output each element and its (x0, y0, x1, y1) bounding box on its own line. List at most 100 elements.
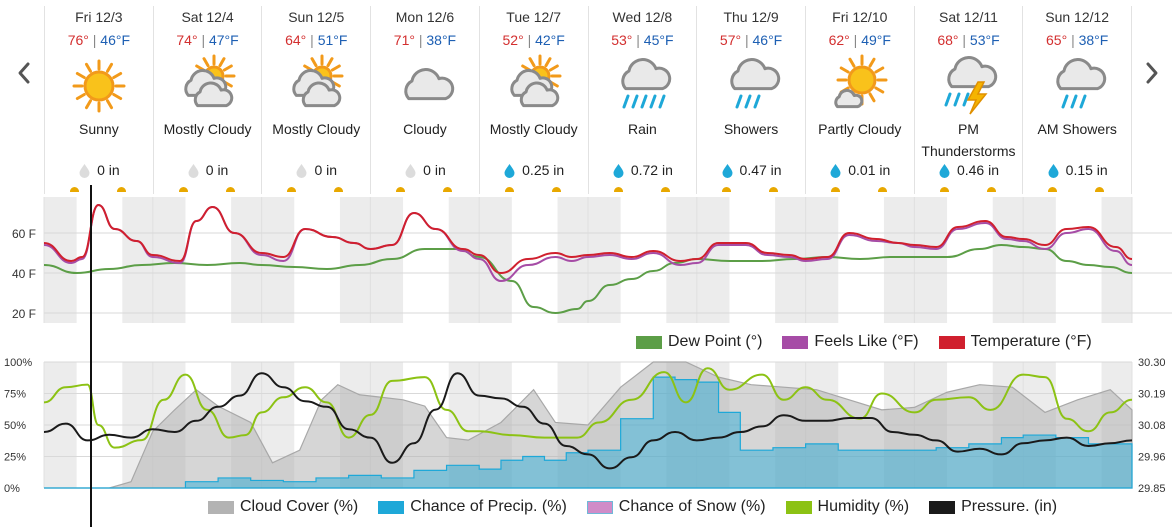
legend-cloud-cover[interactable]: Cloud Cover (%) (208, 498, 358, 516)
precip-value: 0.15 in (1065, 162, 1108, 178)
high-temp: 71° (393, 32, 415, 48)
day-temperatures: 57° | 46°F (697, 32, 805, 48)
low-temp: 38°F (1078, 32, 1109, 48)
day-temperatures: 52° | 42°F (480, 32, 588, 48)
day-temperatures: 62° | 49°F (806, 32, 914, 48)
precip-amount: 0.25 in (480, 162, 588, 178)
temp-separator: | (310, 32, 314, 48)
day-temperatures: 65° | 38°F (1023, 32, 1131, 48)
left-tick-label: 25% (4, 452, 26, 464)
temperature-legend: Dew Point (°) Feels Like (°F) Temperatur… (636, 333, 1092, 351)
sunrise-icon (939, 187, 949, 192)
chevron-left-icon[interactable] (12, 58, 36, 88)
sunset-icon (334, 187, 344, 192)
night-band (339, 197, 371, 323)
sunrise-sunset-markers (697, 187, 805, 195)
sunrise-icon (178, 187, 188, 192)
right-tick-label: 30.19 (1138, 389, 1166, 401)
day-forecast[interactable]: Sat 12/4 74° | 47°F Mostly Cloudy 0 in (154, 6, 263, 194)
raindrop-icon (939, 163, 950, 178)
day-date: Sun 12/5 (288, 9, 345, 25)
y-tick-label: 60 F (12, 227, 36, 241)
precip-amount: 0.47 in (697, 162, 805, 178)
raindrop-icon (296, 163, 307, 178)
swatch (938, 335, 965, 349)
legend-pressure[interactable]: Pressure. (in) (929, 498, 1057, 516)
sunrise-icon (504, 187, 514, 192)
day-date: Tue 12/7 (506, 9, 562, 25)
day-temperatures: 74° | 47°F (154, 32, 262, 48)
chevron-right-icon[interactable] (1140, 58, 1164, 88)
sunset-icon (877, 187, 887, 192)
night-band (883, 197, 915, 323)
swatch (636, 335, 662, 349)
day-date: Fri 12/3 (75, 9, 123, 25)
left-tick-label: 0% (4, 483, 20, 495)
day-date: Thu 12/9 (723, 9, 779, 25)
legend-humidity[interactable]: Humidity (%) (785, 498, 909, 516)
precip-amount: 0.46 in (915, 162, 1023, 178)
conditions-chart: 100% 30.30 75% 30.19 50% 30.08 25% 29.96 0% 29.85 (4, 357, 1166, 495)
sunset-icon (986, 187, 996, 192)
partly-cloudy-icon (826, 54, 894, 116)
low-temp: 46°F (752, 32, 783, 48)
night-band (122, 197, 153, 323)
sunrise-icon (613, 187, 623, 192)
day-forecast[interactable]: Sat 12/11 68° | 53°F PM Thunderstorms 0.… (915, 6, 1024, 194)
legend-temperature[interactable]: Temperature (°F) (938, 333, 1092, 351)
day-forecast[interactable]: Mon 12/6 71° | 38°F Cloudy 0 in (371, 6, 480, 194)
precip-value: 0 in (205, 162, 229, 178)
raindrop-icon (504, 163, 515, 178)
legend-label: Dew Point (°) (668, 333, 763, 350)
day-forecast[interactable]: Fri 12/10 62° | 49°F Partly Cloudy 0.01 … (806, 6, 915, 194)
raindrop-icon (1048, 163, 1059, 178)
sunrise-icon (1048, 187, 1058, 192)
raindrop-icon (188, 163, 199, 178)
sunset-icon (443, 187, 453, 192)
day-forecast[interactable]: Sun 12/5 64° | 51°F Mostly Cloudy 0 in (262, 6, 372, 195)
day-forecast[interactable]: Wed 12/8 53° | 45°F Rain 0.72 in (589, 6, 698, 194)
precip-amount: 0 in (45, 162, 153, 178)
condition-label: AM Showers (1037, 121, 1117, 137)
high-temp: 65° (1046, 32, 1068, 48)
temperature-chart: 60 F 40 F 20 F (12, 197, 1172, 323)
y-tick-label: 40 F (12, 267, 36, 281)
sunrise-sunset-markers (262, 187, 370, 195)
y-tick-label: 20 F (12, 307, 36, 321)
day-date: Sun 12/12 (1045, 9, 1110, 25)
conditions-legend: Cloud Cover (%) Chance of Precip. (%) Ch… (208, 498, 1057, 516)
day-date: Wed 12/8 (612, 9, 673, 25)
night-band (588, 197, 621, 323)
swatch (929, 500, 956, 514)
precip-value: 0.72 in (630, 162, 673, 178)
mostly-cloudy-icon (500, 54, 568, 116)
sunset-icon (769, 187, 779, 192)
precip-value: 0.01 in (848, 162, 891, 178)
day-forecast[interactable]: Tue 12/7 52° | 42°F Mostly Cloudy 0.25 i… (480, 6, 589, 194)
temp-separator: | (527, 32, 532, 48)
sunrise-sunset-markers (371, 187, 479, 195)
sunset-icon (225, 187, 235, 192)
low-temp: 38°F (426, 32, 457, 48)
rain-icon (608, 54, 676, 116)
legend-dew-point[interactable]: Dew Point (°) (636, 333, 762, 351)
day-forecast[interactable]: Sun 12/12 65° | 38°F AM Showers 0.15 in (1023, 6, 1133, 194)
sunrise-icon (287, 187, 297, 192)
daily-forecast-row: Fri 12/3 76° | 46°F Sunny 0 in Sat 12/4 … (44, 6, 1133, 195)
temperature-line (43, 203, 1133, 275)
sunny-icon (65, 54, 133, 116)
day-date: Sat 12/4 (181, 9, 234, 25)
day-forecast[interactable]: Fri 12/3 76° | 46°F Sunny 0 in (45, 6, 154, 194)
temp-separator: | (418, 32, 423, 48)
high-temp: 53° (611, 32, 633, 48)
day-date: Mon 12/6 (395, 9, 455, 25)
precip-amount: 0 in (262, 162, 370, 178)
day-forecast[interactable]: Thu 12/9 57° | 46°F Showers 0.47 in (697, 6, 806, 194)
temp-separator: | (636, 32, 640, 48)
legend-feels-like[interactable]: Feels Like (°F) (782, 333, 919, 351)
legend-chance-snow[interactable]: Chance of Snow (%) (586, 498, 766, 516)
sunrise-sunset-markers (915, 187, 1023, 195)
legend-chance-precip[interactable]: Chance of Precip. (%) (378, 498, 567, 516)
legend-label: Pressure. (in) (961, 498, 1058, 515)
temp-separator: | (201, 32, 206, 48)
